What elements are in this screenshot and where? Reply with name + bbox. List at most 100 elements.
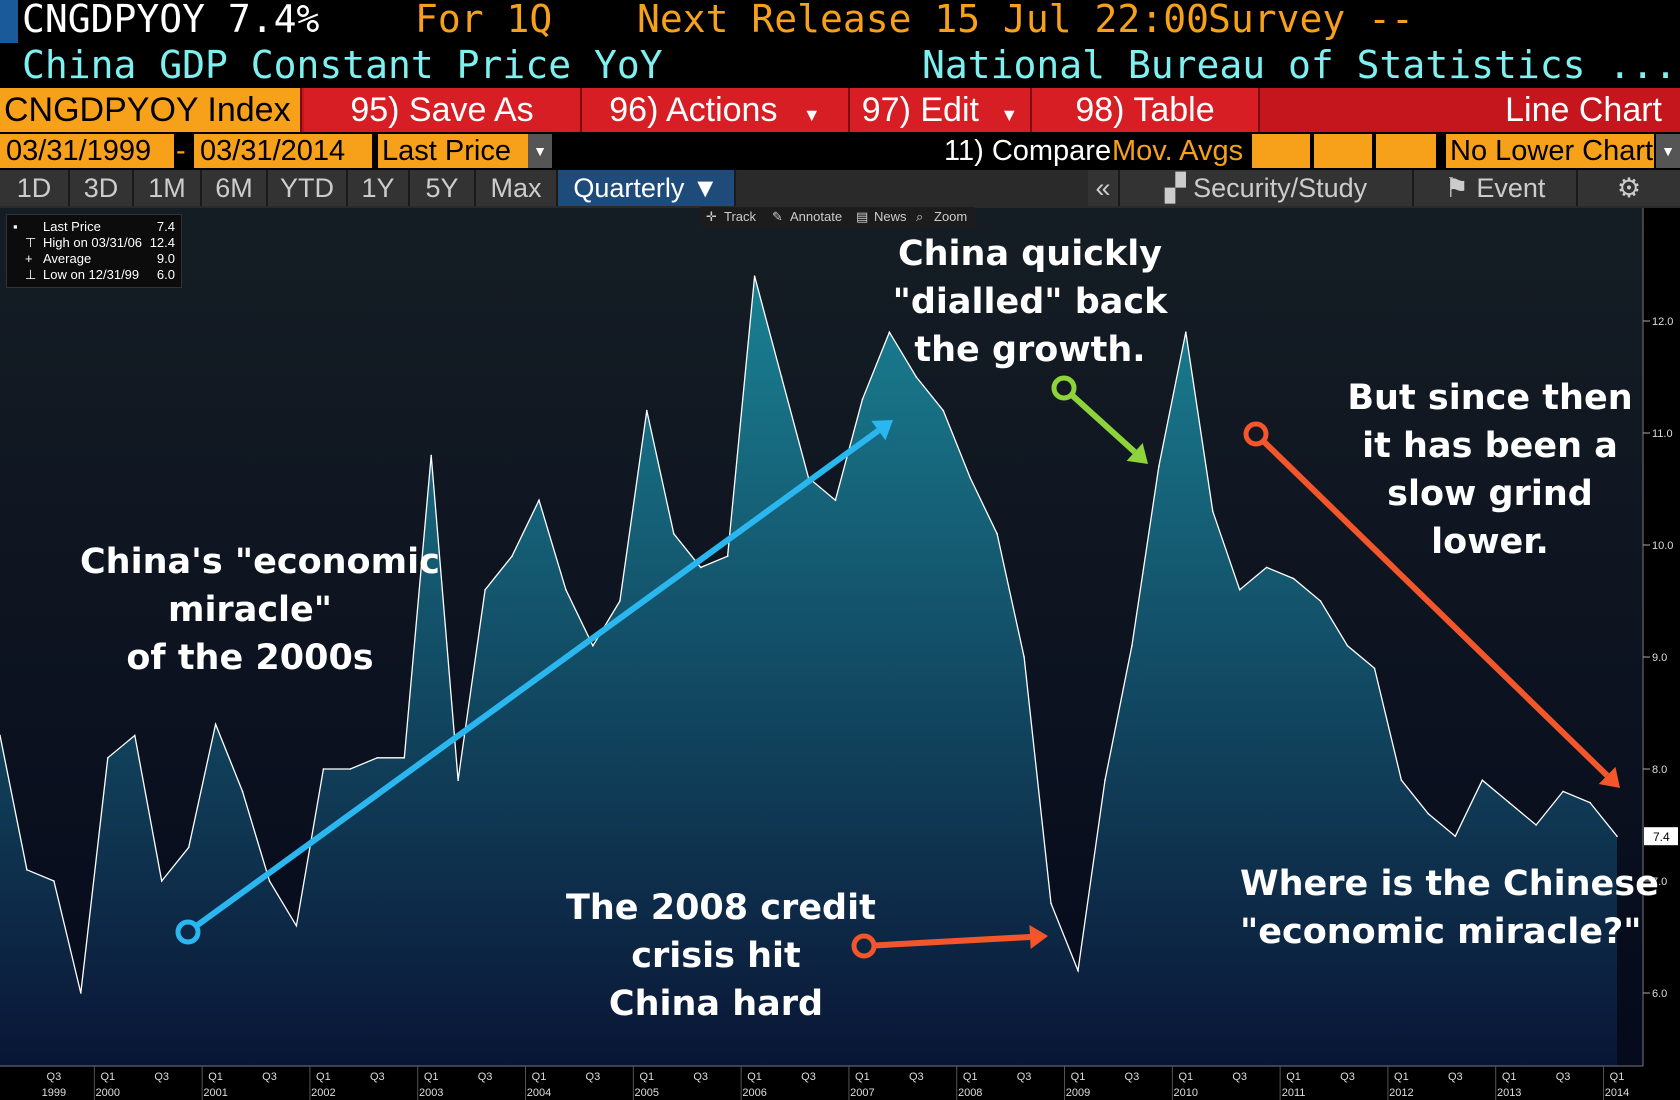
last-value-tag (1644, 827, 1678, 846)
y-tick-label: 8.0 (1652, 764, 1667, 776)
data-point (1211, 510, 1214, 513)
last-value-label: 7.4 (1653, 830, 1670, 844)
x-tick-quarter: Q3 (1340, 1071, 1355, 1083)
data-point (1616, 835, 1618, 837)
mov-avgs-label[interactable]: Mov. Avgs (1112, 135, 1244, 167)
data-point (619, 600, 621, 602)
data-point (26, 869, 28, 871)
miracle-arrow (175, 420, 893, 945)
x-tick-quarter: Q3 (1125, 1071, 1140, 1083)
data-point (187, 846, 190, 849)
data-point (672, 533, 675, 535)
chart-legend: ▪ Last Price 7.4 ⊤ High on 03/31/06 12.4… (6, 214, 182, 288)
data-point (1427, 813, 1430, 815)
arrow-head (1598, 766, 1620, 788)
chart-type-label[interactable]: Line Chart (1370, 88, 1680, 132)
next-release: Next Release 15 Jul 22:00 (637, 0, 1209, 41)
lower-chart-select[interactable]: No Lower Chart (1446, 134, 1654, 168)
survey-label: Survey -- (1208, 0, 1414, 41)
arrow-origin-circle (851, 933, 877, 959)
data-point (646, 409, 648, 412)
chart-icon: ▞ (1164, 173, 1194, 203)
mov-avg-slot[interactable] (1252, 134, 1310, 168)
field-select[interactable]: Last Price (378, 134, 528, 168)
data-point (1238, 589, 1241, 591)
x-tick-year: 2002 (311, 1087, 335, 1099)
data-point (322, 768, 325, 770)
x-tick-quarter: Q1 (100, 1071, 115, 1083)
period-5y-button[interactable]: 5Y (410, 170, 476, 206)
zoom-button[interactable]: Zoom (934, 209, 968, 224)
news-button[interactable]: News (874, 209, 907, 224)
data-point (888, 331, 891, 334)
frequency-select[interactable]: Quarterly ▼ (558, 170, 736, 206)
legend-last-label: Last Price (43, 219, 101, 234)
security-description: China GDP Constant Price YoY (22, 43, 663, 87)
ticker-marker (0, 0, 18, 43)
track-button[interactable]: Track (724, 209, 757, 224)
period-max-button[interactable]: Max (476, 170, 558, 206)
annotation-line: China hard (608, 984, 824, 1024)
period-3d-button[interactable]: 3D (70, 170, 134, 206)
data-point (1508, 801, 1510, 804)
chevron-down-icon[interactable]: ▼ (1656, 134, 1680, 168)
x-tick-quarter: Q1 (316, 1071, 331, 1083)
annotation-line: lower. (1431, 522, 1549, 562)
ticker-value: CNGDPYOY 7.4% (22, 0, 320, 41)
annotation-dialled: China quickly "dialled" back the growth. (880, 230, 1180, 374)
security-study-button[interactable]: ▞ Security/Study (1120, 170, 1414, 206)
mov-avg-slot[interactable] (1376, 134, 1436, 168)
annotation-crisis: The 2008 credit crisis hit China hard (566, 884, 876, 1028)
x-tick-quarter: Q1 (1286, 1071, 1301, 1083)
compare-button[interactable]: 11) Compare (944, 135, 1112, 167)
x-tick-year: 2006 (742, 1087, 766, 1099)
x-tick-quarter: Q1 (1394, 1071, 1409, 1083)
chevron-down-icon[interactable]: ▼ (528, 134, 552, 168)
index-field[interactable]: CNGDPYOY Index (0, 88, 302, 132)
data-point (1400, 779, 1403, 781)
save-as-button[interactable]: 95) Save As (304, 88, 582, 132)
arrow-head (1126, 443, 1148, 464)
data-point (457, 779, 459, 781)
data-point (349, 768, 352, 770)
data-point (0, 734, 1, 737)
end-date-input[interactable]: 03/31/2014 (194, 134, 372, 168)
data-point (1535, 824, 1537, 826)
x-tick-year: 2003 (419, 1087, 443, 1099)
table-button[interactable]: 98) Table (1032, 88, 1260, 132)
gear-icon[interactable]: ⚙ (1578, 170, 1680, 206)
event-button[interactable]: ⚑ Event (1414, 170, 1578, 206)
period-1d-button[interactable]: 1D (0, 170, 70, 206)
security-study-label: Security/Study (1193, 173, 1368, 203)
collapse-icon[interactable]: « (1088, 170, 1120, 206)
data-point (160, 880, 163, 882)
data-point (538, 499, 540, 502)
data-point (268, 880, 271, 882)
legend-low-label: Low on 12/31/99 (43, 267, 140, 282)
arrow-origin-circle (1243, 421, 1269, 447)
data-point (915, 376, 918, 378)
annotation-where: Where is the Chinese "economic miracle?" (1240, 860, 1659, 956)
x-tick-quarter: Q3 (801, 1071, 816, 1083)
y-tick-label: 7.0 (1652, 876, 1667, 888)
annotation-line: it has been a (1362, 426, 1618, 466)
annotation-miracle: China's "economic miracle" of the 2000s (80, 538, 440, 682)
date-range-row: 03/31/1999 - 03/31/2014 Last Price ▼ 11)… (0, 132, 1680, 170)
data-point (1158, 465, 1160, 468)
mov-avg-slot[interactable] (1314, 134, 1372, 168)
period-ytd-button[interactable]: YTD (268, 170, 348, 206)
x-tick-quarter: Q3 (693, 1071, 708, 1083)
data-point (834, 499, 837, 502)
x-tick-quarter: Q3 (262, 1071, 277, 1083)
actions-menu[interactable]: 96) Actions ▼ (582, 88, 850, 132)
start-date-input[interactable]: 03/31/1999 (0, 134, 174, 168)
annotate-button[interactable]: Annotate (790, 209, 843, 224)
edit-menu[interactable]: 97) Edit ▼ (850, 88, 1032, 132)
period-1m-button[interactable]: 1M (134, 170, 202, 206)
dialled-arrow (1051, 375, 1148, 464)
arrow-origin-circle (1051, 375, 1077, 401)
event-label: Event (1476, 173, 1546, 203)
period-6m-button[interactable]: 6M (202, 170, 268, 206)
low-marker-icon: ⊥ (25, 267, 37, 282)
period-1y-button[interactable]: 1Y (348, 170, 410, 206)
